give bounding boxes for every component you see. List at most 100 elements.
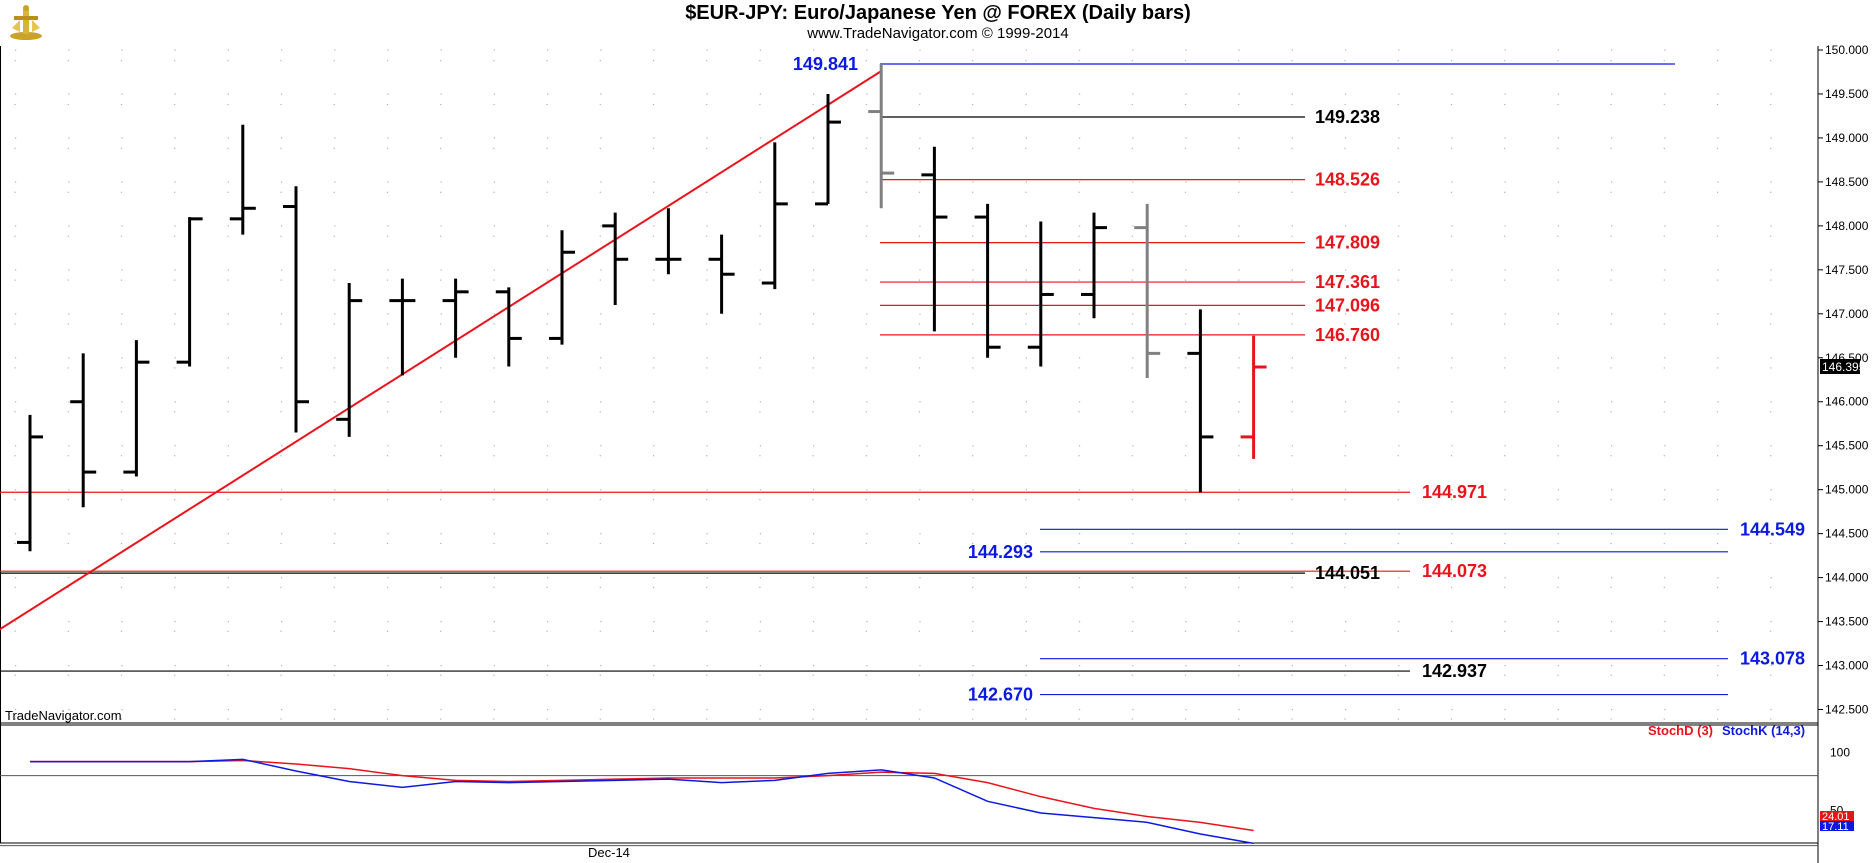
grid-dot xyxy=(1079,489,1081,491)
grid-dot xyxy=(1717,225,1719,227)
grid-dot xyxy=(227,411,229,413)
grid-dot xyxy=(387,665,389,667)
stoch-axis-tick-label: 100 xyxy=(1830,745,1850,759)
grid-dot xyxy=(121,137,123,139)
grid-dot xyxy=(1344,674,1346,676)
grid-dot xyxy=(387,269,389,271)
grid-dot xyxy=(706,709,708,711)
grid-dot xyxy=(68,357,70,359)
grid-dot xyxy=(1770,709,1772,711)
ohlc-bar xyxy=(1187,309,1214,493)
price-axis-tick-label: 144.500 xyxy=(1825,527,1869,541)
grid-dot xyxy=(972,533,974,535)
grid-dot xyxy=(1770,313,1772,315)
grid-dot xyxy=(1557,489,1559,491)
grid-dot xyxy=(759,269,761,271)
grid-dot xyxy=(174,499,176,501)
grid-dot xyxy=(547,137,549,139)
grid-dot xyxy=(227,269,229,271)
grid-dot xyxy=(1398,577,1400,579)
grid-dot xyxy=(1450,718,1453,720)
grid-dot xyxy=(386,367,389,369)
grid-dot xyxy=(334,533,336,535)
grid-dot xyxy=(1716,191,1719,193)
grid-dot xyxy=(1238,49,1240,51)
grid-dot xyxy=(493,718,495,720)
grid-dot xyxy=(599,455,601,457)
grid-dot xyxy=(1184,542,1187,545)
grid-dot xyxy=(120,542,123,545)
grid-dot xyxy=(14,235,16,237)
grid-dot xyxy=(919,357,921,359)
ohlc-bars xyxy=(17,63,1267,552)
level-label: 144.073 xyxy=(1422,561,1487,581)
grid-dot xyxy=(15,225,17,227)
grid-dot xyxy=(1557,709,1559,711)
grid-dot xyxy=(121,401,123,403)
grid-dot xyxy=(1025,577,1027,579)
grid-dot xyxy=(15,489,17,491)
grid-dot xyxy=(14,191,16,193)
grid-dot xyxy=(1451,489,1453,491)
grid-dot xyxy=(1770,137,1772,139)
grid-dot xyxy=(547,709,549,711)
grid-dot xyxy=(706,542,708,545)
grid-dot xyxy=(15,357,17,359)
chart-subtitle: www.TradeNavigator.com © 1999-2014 xyxy=(807,25,1069,42)
grid-dot xyxy=(67,323,69,325)
grid-dot xyxy=(1131,542,1133,545)
grid-dot xyxy=(972,401,974,403)
grid-dot xyxy=(1716,279,1719,281)
grid-dot xyxy=(15,401,17,403)
grid-dot xyxy=(174,313,176,315)
grid-dot xyxy=(1557,367,1559,369)
grid-dot xyxy=(1504,137,1506,139)
grid-dot xyxy=(174,586,176,588)
grid-dot xyxy=(600,137,602,139)
grid-dot xyxy=(759,455,761,457)
grid-dot xyxy=(600,621,602,623)
grid-dot xyxy=(333,147,335,149)
grid-dot xyxy=(1291,445,1293,447)
grid-dot xyxy=(1663,455,1665,457)
grid-dot xyxy=(599,542,601,545)
grid-dot xyxy=(1345,665,1347,667)
grid-dot xyxy=(440,542,442,545)
grid-dot xyxy=(866,709,868,711)
ohlc-bar xyxy=(17,414,43,552)
grid-dot xyxy=(1344,323,1346,325)
grid-dot xyxy=(972,49,974,51)
grid-dot xyxy=(866,577,868,579)
grid-dot xyxy=(1557,542,1559,545)
grid-dot xyxy=(706,489,708,491)
grid-dot xyxy=(918,499,921,501)
grid-dot xyxy=(1610,586,1612,588)
grid-dot xyxy=(1025,665,1027,667)
grid-dot xyxy=(706,674,708,676)
grid-dot xyxy=(919,489,921,491)
grid-dot xyxy=(1610,411,1612,413)
grid-dot xyxy=(1611,269,1613,271)
grid-dot xyxy=(972,103,974,106)
grid-dot xyxy=(440,279,442,281)
grid-dot xyxy=(706,235,708,237)
grid-dot xyxy=(1025,499,1027,501)
grid-dot xyxy=(440,60,442,62)
grid-dot xyxy=(812,674,814,676)
grid-dot xyxy=(15,93,17,95)
grid-dot xyxy=(1291,49,1293,51)
grid-dot xyxy=(440,147,442,149)
grid-dot xyxy=(1398,357,1400,359)
last-price-label: 146.395 xyxy=(1822,360,1866,374)
grid-dot xyxy=(1078,499,1080,501)
grid-dot xyxy=(1238,401,1240,403)
grid-dot xyxy=(281,489,283,491)
grid xyxy=(14,49,1772,720)
grid-dot xyxy=(1717,93,1719,95)
grid-dot xyxy=(1450,455,1453,457)
grid-dot xyxy=(546,367,548,369)
grid-dot xyxy=(1238,225,1240,227)
grid-dot xyxy=(387,401,389,403)
grid-dot xyxy=(280,323,282,325)
grid-dot xyxy=(1132,225,1134,227)
